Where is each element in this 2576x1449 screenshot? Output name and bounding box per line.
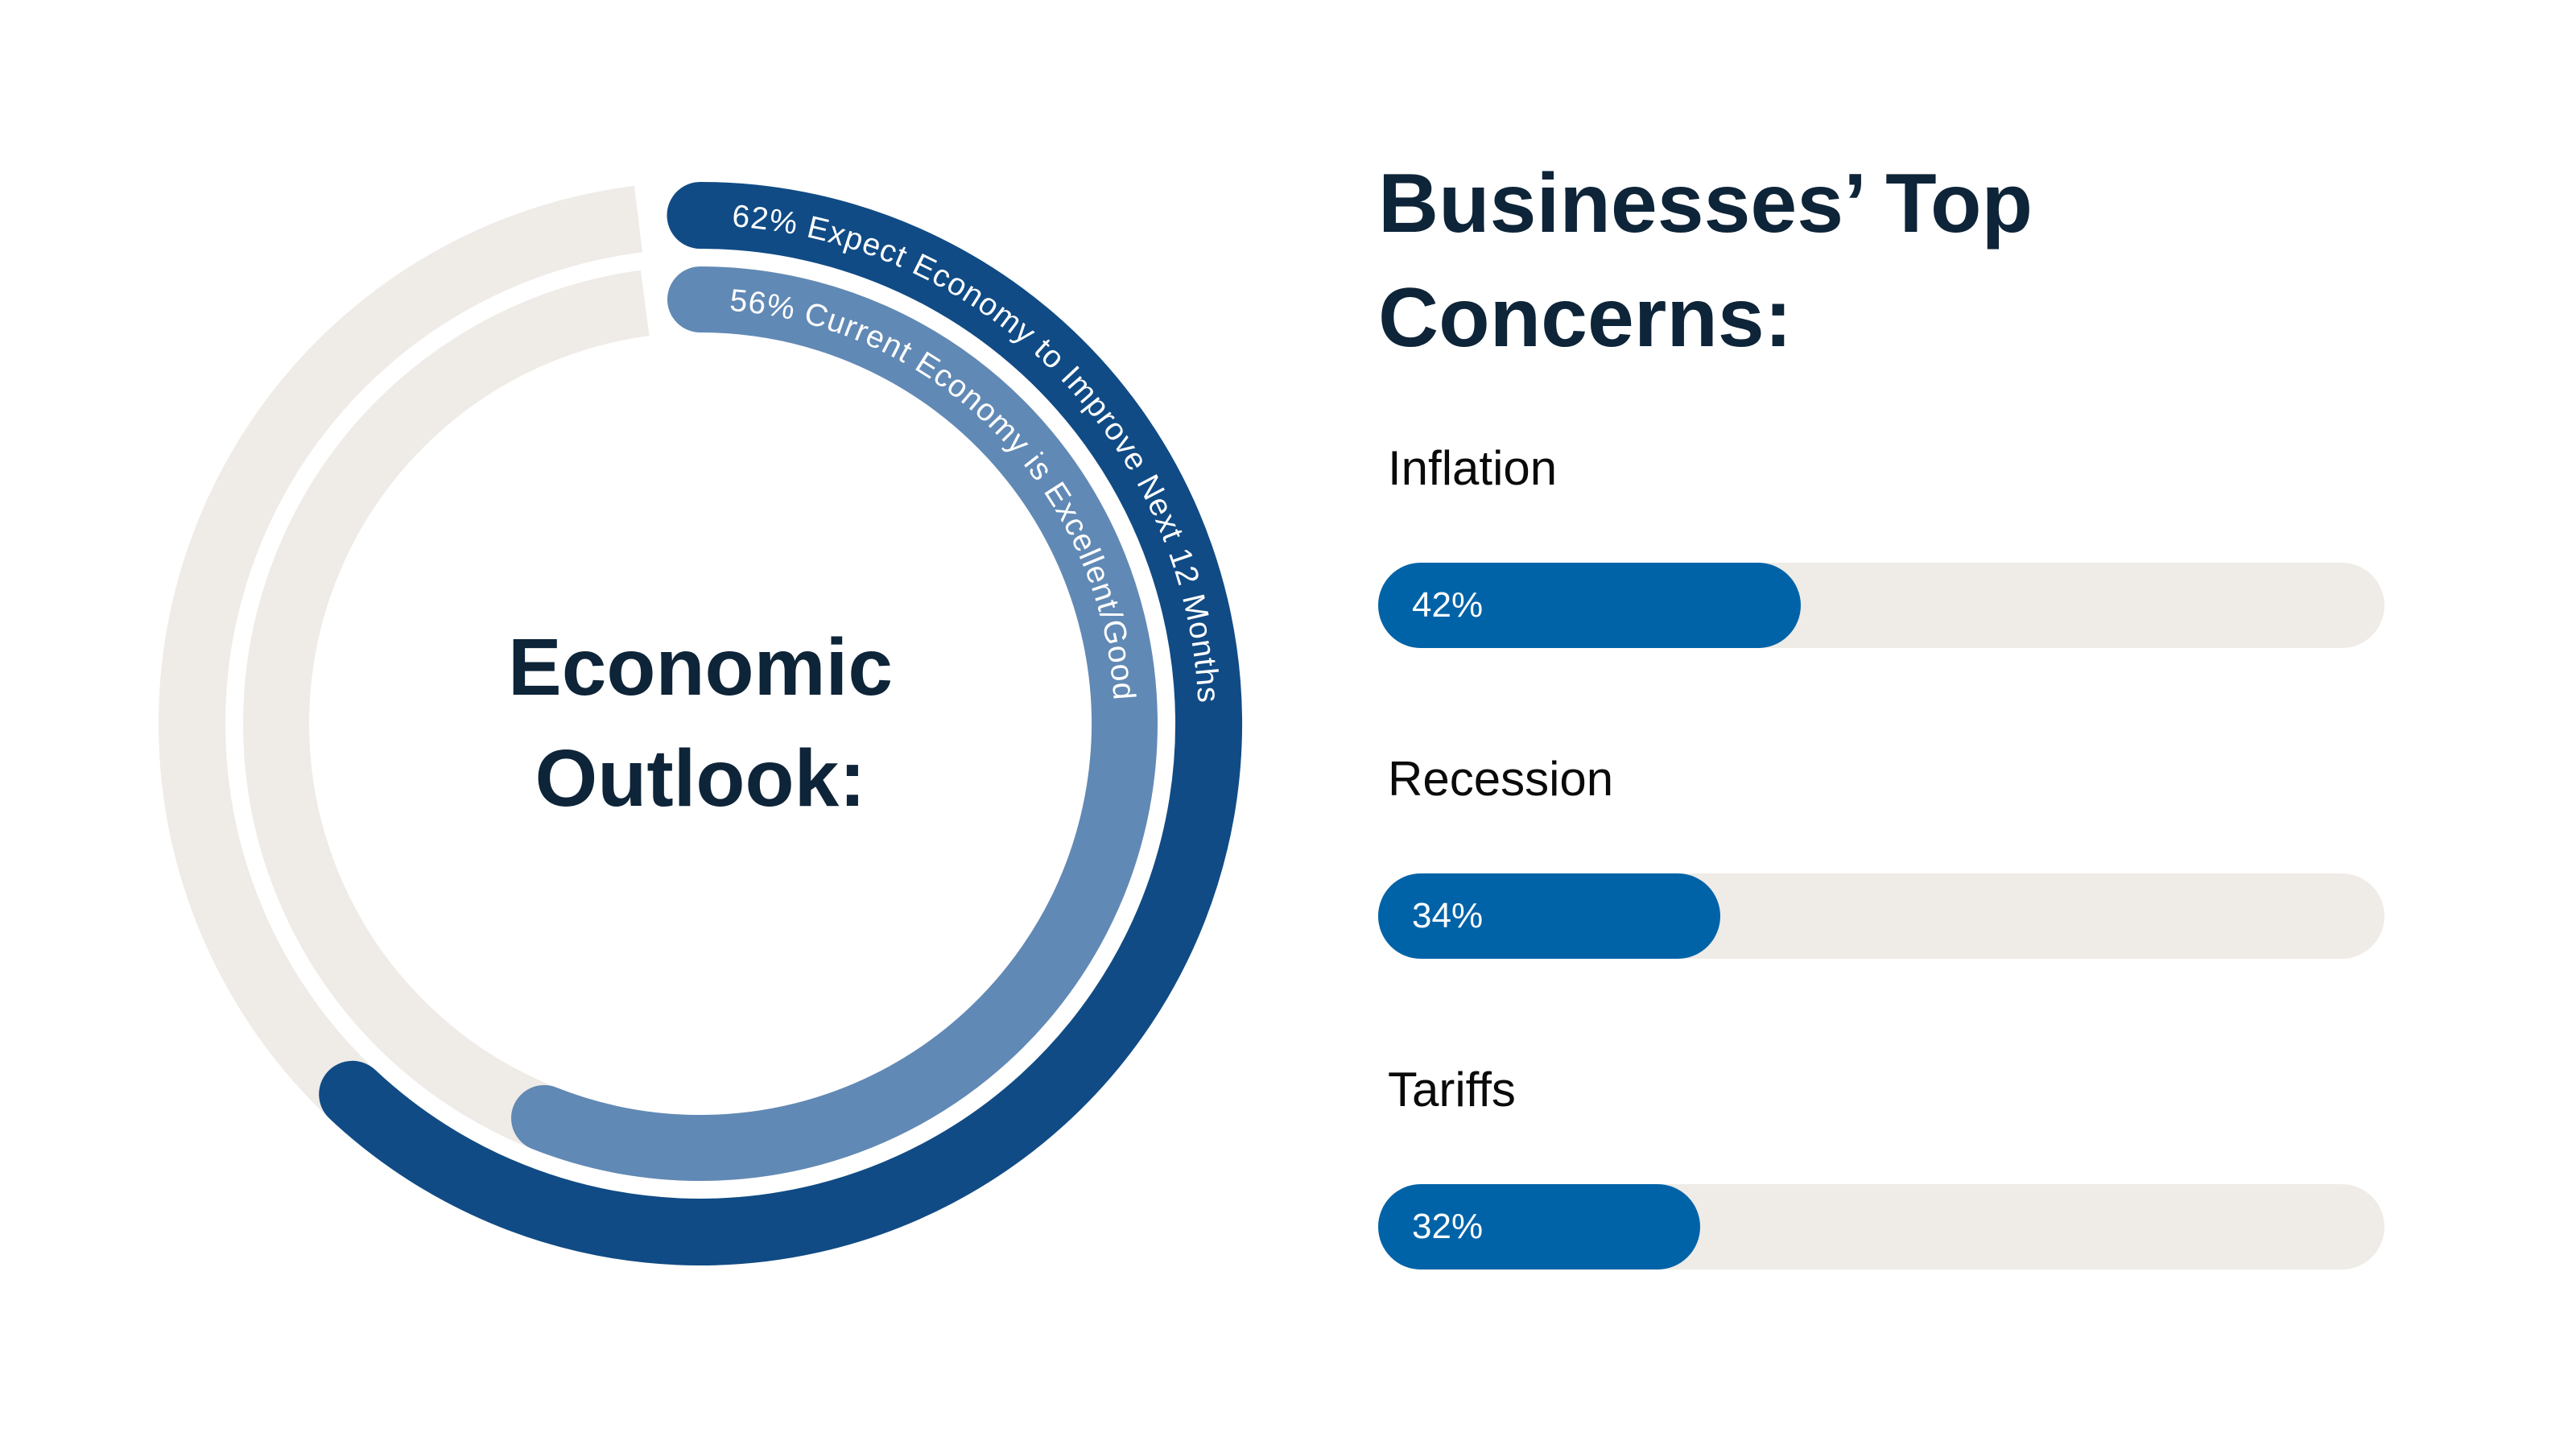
donut-center-title: Economic Outlook: (217, 612, 1183, 834)
outer-progress-arc-62pct (319, 182, 1242, 1265)
inner-progress-arc-56pct (511, 266, 1158, 1181)
bar-track-inflation: 42% (1378, 563, 2384, 648)
bar-value-inflation: 42% (1412, 585, 1484, 625)
bar-label-tariffs: Tariffs (1388, 1063, 1516, 1117)
concerns-heading-line2: Concerns: (1378, 271, 1793, 365)
bar-fill-inflation: 42% (1378, 563, 1801, 648)
concerns-heading-line1: Businesses’ Top (1378, 157, 2033, 250)
bar-track-tariffs: 32% (1378, 1184, 2384, 1269)
donut-center-title-line2: Outlook: (535, 733, 866, 824)
bar-fill-tariffs: 32% (1378, 1184, 1700, 1269)
bar-label-inflation: Inflation (1388, 441, 1558, 495)
economic-outlook-donut: 62% Expect Economy to Improve Next 12 Mo… (159, 182, 1242, 1265)
bar-label-recession: Recession (1388, 752, 1614, 806)
bar-track-recession: 34% (1378, 873, 2384, 959)
bar-fill-recession: 34% (1378, 873, 1720, 959)
donut-center-title-line1: Economic (508, 622, 893, 712)
bar-value-tariffs: 32% (1412, 1207, 1484, 1246)
concerns-heading: Businesses’ Top Concerns: (1378, 147, 2033, 375)
bar-value-recession: 34% (1412, 896, 1484, 935)
